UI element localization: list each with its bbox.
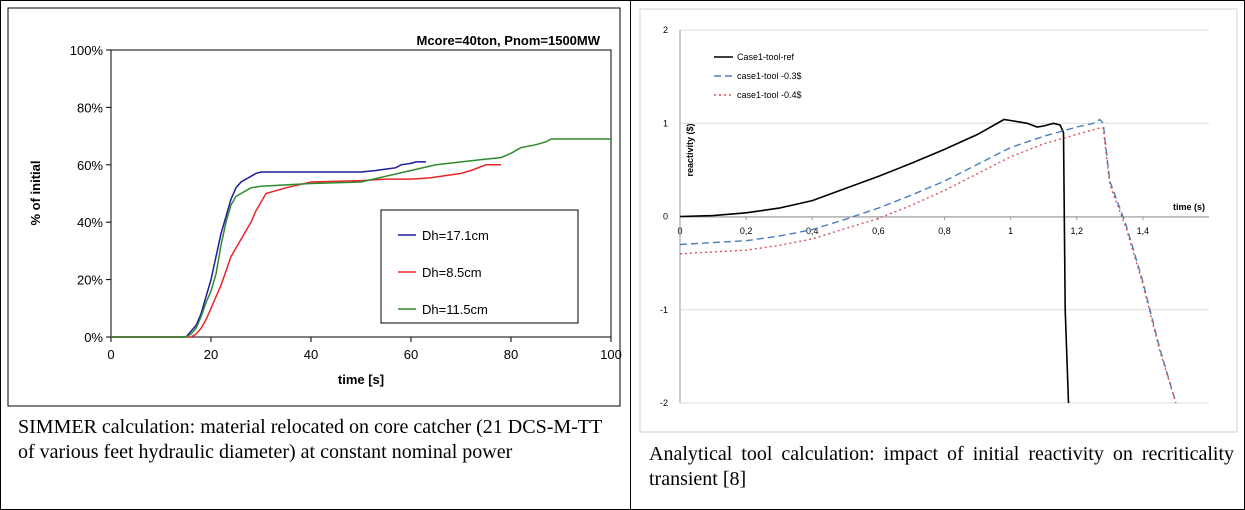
simmer-chart: Mcore=40ton, Pnom=1500MW time [s] % of i… bbox=[7, 7, 622, 407]
simmer-legend-box bbox=[380, 209, 579, 324]
simmer-series-line-0 bbox=[111, 161, 426, 338]
simmer-x-tick-label: 60 bbox=[404, 347, 418, 362]
analytical-legend-label-0: Case1-tool-ref bbox=[737, 52, 795, 62]
analytical-x-tick-label: 1,2 bbox=[1070, 226, 1083, 236]
panel-divider bbox=[630, 0, 631, 510]
analytical-y-tick-label: 1 bbox=[663, 118, 668, 128]
simmer-legend: Dh=17.1cm Dh=8.5cm Dh=11.5cm bbox=[380, 209, 579, 324]
simmer-y-tick-label: 0% bbox=[84, 330, 103, 345]
simmer-y-tick-label: 80% bbox=[77, 100, 103, 115]
simmer-legend-label-2: Dh=11.5cm bbox=[422, 302, 488, 317]
right-panel: 0 0,2 0,4 0,6 0,8 1 1,2 1,4 -2 -1 0 1 2 time (s) rea… bbox=[631, 0, 1245, 510]
analytical-x-tick-label: 1 bbox=[1008, 226, 1013, 236]
simmer-caption: SIMMER calculation: material relocated o… bbox=[18, 416, 602, 463]
analytical-x-axis-label: time (s) bbox=[1173, 202, 1205, 212]
analytical-legend-label-2: case1-tool -0.4$ bbox=[737, 90, 802, 100]
analytical-y-tick-label: -1 bbox=[660, 305, 668, 315]
simmer-x-axis-label: time [s] bbox=[338, 372, 384, 387]
simmer-y-tick-label: 100% bbox=[70, 43, 104, 58]
analytical-x-tick-label: 0,2 bbox=[740, 226, 753, 236]
simmer-chart-title: Mcore=40ton, Pnom=1500MW bbox=[417, 33, 601, 48]
simmer-plot-area bbox=[110, 49, 612, 338]
simmer-x-tick-label: 20 bbox=[204, 347, 218, 362]
simmer-y-tick-label: 20% bbox=[77, 273, 103, 288]
left-panel: Mcore=40ton, Pnom=1500MW time [s] % of i… bbox=[7, 7, 622, 463]
analytical-chart-border bbox=[639, 8, 1238, 433]
analytical-series-line-2 bbox=[679, 127, 1177, 404]
simmer-series-line-1 bbox=[111, 164, 501, 338]
analytical-x-tick-label: 0,4 bbox=[806, 226, 819, 236]
analytical-series-line-1 bbox=[679, 118, 1177, 404]
analytical-x-tick-label: 0,6 bbox=[872, 226, 885, 236]
simmer-x-tick-label: 80 bbox=[504, 347, 518, 362]
analytical-y-tick-label: 2 bbox=[663, 25, 668, 35]
analytical-chart: 0 0,2 0,4 0,6 0,8 1 1,2 1,4 -2 -1 0 1 2 time (s) rea… bbox=[639, 8, 1238, 433]
analytical-y-tick-label: 0 bbox=[663, 212, 668, 222]
analytical-y-axis-label: reactivity ($) bbox=[685, 123, 695, 176]
simmer-y-axis-label: % of initial bbox=[28, 161, 43, 226]
analytical-y-tick-label: -2 bbox=[660, 398, 668, 408]
analytical-x-tick-label: 0,8 bbox=[938, 226, 951, 236]
simmer-legend-label-0: Dh=17.1cm bbox=[422, 228, 489, 243]
simmer-x-tick-label: 100 bbox=[600, 347, 622, 362]
analytical-x-tick-label: 0 bbox=[677, 226, 682, 236]
analytical-x-tick-label: 1,4 bbox=[1137, 226, 1150, 236]
simmer-chart-border bbox=[7, 7, 621, 407]
simmer-y-tick-label: 40% bbox=[77, 215, 103, 230]
simmer-y-tick-label: 60% bbox=[77, 158, 103, 173]
simmer-x-tick-label: 40 bbox=[304, 347, 318, 362]
analytical-series-line-0 bbox=[679, 118, 1070, 404]
simmer-legend-label-1: Dh=8.5cm bbox=[422, 265, 482, 280]
simmer-series-line-2 bbox=[111, 138, 611, 338]
analytical-legend-label-1: case1-tool -0.3$ bbox=[737, 71, 802, 81]
analytical-caption: Analytical tool calculation: impact of i… bbox=[649, 443, 1234, 490]
simmer-x-tick-label: 0 bbox=[107, 347, 114, 362]
analytical-legend: Case1-tool-ref case1-tool -0.3$ case1-tool… bbox=[714, 52, 802, 100]
